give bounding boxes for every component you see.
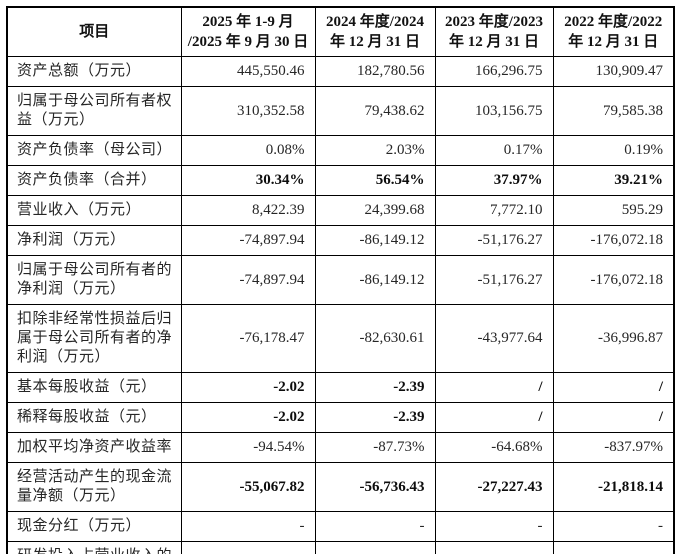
table-header-row: 项目 2025 年 1-9 月 /2025 年 9 月 30 日 2024 年度… (6, 6, 675, 57)
row-label-cell: 扣除非经常性损益后归属于母公司所有者的净利润（万元） (6, 304, 182, 373)
value-cell: 7,772.10 (434, 195, 554, 226)
value-cell: -176,072.18 (552, 255, 675, 305)
row-label-cell: 净利润（万元） (6, 225, 182, 256)
row-label-cell: 基本每股收益（元） (6, 372, 182, 403)
table-row: 归属于母公司所有者权益（万元） 310,352.58 79,438.62 103,15… (6, 86, 675, 136)
table-row: 基本每股收益（元） -2.02 -2.39// (6, 372, 675, 403)
value-cell: -51,176.27 (434, 255, 554, 305)
value-cell: -55,067.82 (180, 462, 316, 512)
value-cell: 3086.91% (552, 541, 675, 554)
row-label-cell: 归属于母公司所有者权益（万元） (6, 86, 182, 136)
value-cell: / (552, 372, 675, 403)
value-cell: -2.02 (180, 402, 316, 433)
value-cell: 56.54% (314, 165, 436, 196)
table-body: 资产总额（万元） 445,550.46 182,780.56 166,296.75 13… (6, 56, 675, 554)
row-label-cell: 经营活动产生的现金流量净额（万元） (6, 462, 182, 512)
value-cell: -74,897.94 (180, 225, 316, 256)
value-cell: 122.13% (314, 541, 436, 554)
row-label-cell: 加权平均净资产收益率 (6, 432, 182, 463)
row-label-cell: 资产负债率（母公司） (6, 135, 182, 166)
table-row: 资产负债率（合并） 30.34% 56.54% 37.97% 39.21% (6, 165, 675, 196)
value-cell: -56,736.43 (314, 462, 436, 512)
value-cell: - (180, 511, 316, 542)
value-cell: 24,399.68 (314, 195, 436, 226)
value-cell: 166,296.75 (434, 56, 554, 87)
value-cell: -64.68% (434, 432, 554, 463)
table-row: 资产总额（万元） 445,550.46 182,780.56 166,296.75 13… (6, 56, 675, 87)
column-header-period-2023: 2023 年度/2023 年 12 月 31 日 (434, 6, 554, 57)
value-cell: -87.73% (314, 432, 436, 463)
table-row: 现金分红（万元） - - - - (6, 511, 675, 542)
column-header-period-2022: 2022 年度/2022 年 12 月 31 日 (552, 6, 675, 57)
row-label-cell: 研发投入占营业收入的比例 (6, 541, 182, 554)
value-cell: 182,780.56 (314, 56, 436, 87)
value-cell: -36,996.87 (552, 304, 675, 373)
value-cell: -2.02 (180, 372, 316, 403)
table-row: 营业收入（万元） 8,422.39 24,399.68 7,772.10 595.29 (6, 195, 675, 226)
value-cell: 39.21% (552, 165, 675, 196)
column-header-item: 项目 (6, 6, 182, 57)
value-cell: -2.39 (314, 402, 436, 433)
value-cell: 103,156.75 (434, 86, 554, 136)
table-row: 稀释每股收益（元） -2.02 -2.39// (6, 402, 675, 433)
column-header-period-2024: 2024 年度/2024 年 12 月 31 日 (314, 6, 436, 57)
table-row: 资产负债率（母公司） 0.08% 2.03% 0.17% 0.19% (6, 135, 675, 166)
value-cell: -837.97% (552, 432, 675, 463)
value-cell: / (552, 402, 675, 433)
value-cell: / (434, 402, 554, 433)
value-cell: 30.34% (180, 165, 316, 196)
value-cell: -82,630.61 (314, 304, 436, 373)
value-cell: -74,897.94 (180, 255, 316, 305)
financial-summary-table: 项目 2025 年 1-9 月 /2025 年 9 月 30 日 2024 年度… (6, 6, 675, 554)
value-cell: -27,227.43 (434, 462, 554, 512)
value-cell: -176,072.18 (552, 225, 675, 256)
table-row: 加权平均净资产收益率 -94.54% -87.73% -64.68% -837.97% (6, 432, 675, 463)
table-row: 净利润（万元） -74,897.94 -86,149.12 -51,176.27 -17… (6, 225, 675, 256)
row-label-cell: 资产总额（万元） (6, 56, 182, 87)
value-cell: 8,422.39 (180, 195, 316, 226)
value-cell: 595.29 (552, 195, 675, 226)
row-label-cell: 现金分红（万元） (6, 511, 182, 542)
table-row: 归属于母公司所有者的净利润（万元） -74,897.94 -86,149.12 -51… (6, 255, 675, 305)
value-cell: 445,550.46 (180, 56, 316, 87)
value-cell: 0.19% (552, 135, 675, 166)
row-label-cell: 归属于母公司所有者的净利润（万元） (6, 255, 182, 305)
value-cell: 156.10% (434, 541, 554, 554)
value-cell: 79,585.38 (552, 86, 675, 136)
value-cell: -2.39 (314, 372, 436, 403)
value-cell: 310,352.58 (180, 86, 316, 136)
value-cell: -51,176.27 (434, 225, 554, 256)
value-cell: 79,438.62 (314, 86, 436, 136)
value-cell: -21,818.14 (552, 462, 675, 512)
value-cell: -43,977.64 (434, 304, 554, 373)
value-cell: -86,149.12 (314, 255, 436, 305)
value-cell: 362.49% (180, 541, 316, 554)
value-cell: -76,178.47 (180, 304, 316, 373)
value-cell: 37.97% (434, 165, 554, 196)
value-cell: - (552, 511, 675, 542)
table-row: 研发投入占营业收入的比例362.49%122.13%156.10%3086.91… (6, 541, 675, 554)
value-cell: 2.03% (314, 135, 436, 166)
value-cell: 0.17% (434, 135, 554, 166)
value-cell: - (434, 511, 554, 542)
value-cell: / (434, 372, 554, 403)
table-row: 经营活动产生的现金流量净额（万元） -55,067.82 -56,736.43 -27… (6, 462, 675, 512)
value-cell: -86,149.12 (314, 225, 436, 256)
table-row: 扣除非经常性损益后归属于母公司所有者的净利润（万元） -76,178.47 -82,… (6, 304, 675, 373)
column-header-period-2025: 2025 年 1-9 月 /2025 年 9 月 30 日 (180, 6, 316, 57)
value-cell: 130,909.47 (552, 56, 675, 87)
row-label-cell: 稀释每股收益（元） (6, 402, 182, 433)
row-label-cell: 资产负债率（合并） (6, 165, 182, 196)
value-cell: 0.08% (180, 135, 316, 166)
value-cell: -94.54% (180, 432, 316, 463)
row-label-cell: 营业收入（万元） (6, 195, 182, 226)
value-cell: - (314, 511, 436, 542)
